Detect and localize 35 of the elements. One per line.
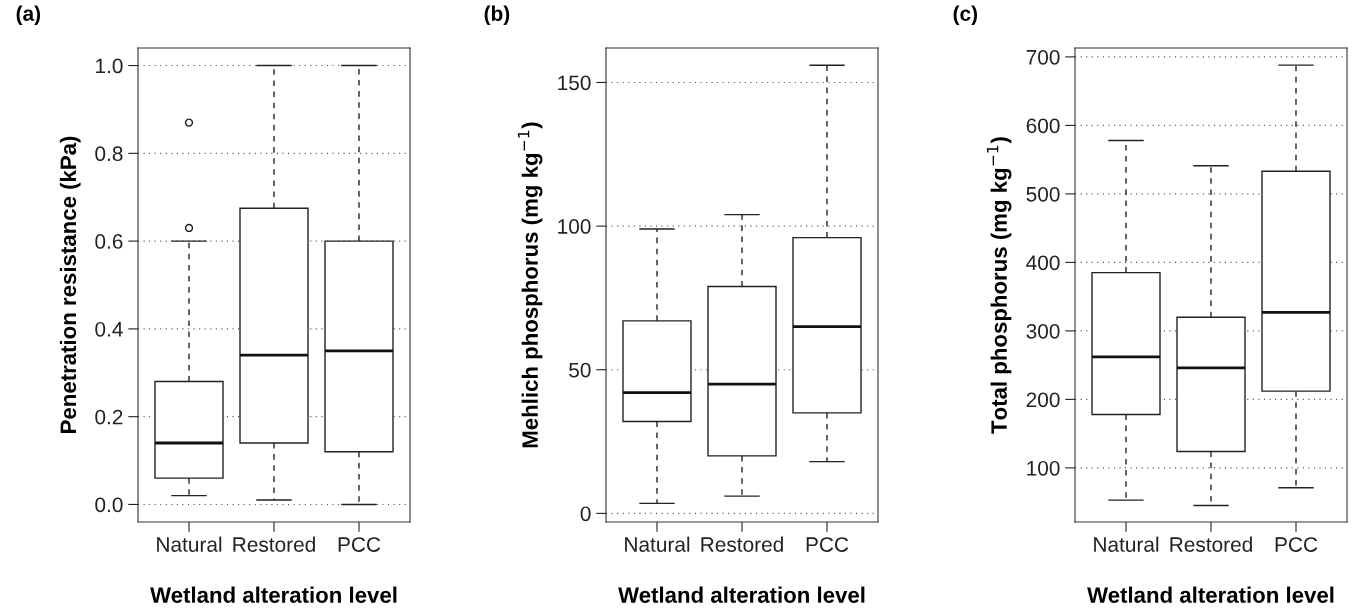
- y-tick-label: 50: [569, 362, 591, 378]
- y-tick-label: 0.2: [95, 409, 123, 425]
- y-axis-title: Mehlich phosphorus (mg kg$^{−1}$): [517, 122, 543, 448]
- y-tick-label: 0.8: [95, 146, 123, 162]
- x-tick-label: Restored: [1170, 536, 1252, 552]
- y-tick-label: 0.4: [95, 321, 123, 337]
- y-tick-label: 0.6: [95, 234, 123, 249]
- y-tick-label: 150: [558, 75, 591, 91]
- x-tick-label: PCC: [338, 537, 381, 552]
- x-tick-label: Natural: [157, 536, 222, 552]
- y-tick-label: 0.0: [95, 497, 123, 513]
- y-tick-label: 500: [1026, 186, 1060, 202]
- x-axis-title: Wetland alteration level: [1087, 586, 1334, 603]
- x-tick-label: PCC: [1275, 537, 1318, 552]
- y-tick-label: 100: [1027, 460, 1060, 476]
- y-tick-label: 600: [1026, 118, 1060, 134]
- y-axis-title: Penetration resistance (kPa): [59, 136, 81, 433]
- chart-title: (c): [953, 5, 978, 26]
- y-tick-label: 0: [580, 506, 591, 522]
- x-tick-label: Restored: [233, 536, 315, 552]
- y-tick-label: 300: [1026, 323, 1060, 339]
- x-tick-label: Natural: [625, 536, 690, 552]
- y-axis-title: Total phosphorus (mg kg$^{−1}$): [986, 137, 1012, 434]
- x-tick-label: Restored: [701, 536, 783, 552]
- chart-title: (a): [16, 5, 41, 26]
- y-tick-label: 100: [558, 219, 591, 234]
- x-tick-label: Natural: [1094, 536, 1159, 552]
- y-tick-label: 400: [1026, 255, 1060, 271]
- x-axis-title: Wetland alteration level: [150, 586, 397, 603]
- chart-title: (b): [484, 5, 510, 26]
- x-tick-label: PCC: [806, 537, 849, 552]
- x-axis-title: Wetland alteration level: [618, 586, 865, 603]
- y-tick-label: 1.0: [96, 58, 123, 74]
- y-tick-label: 200: [1026, 392, 1060, 408]
- y-tick-label: 700: [1026, 49, 1060, 65]
